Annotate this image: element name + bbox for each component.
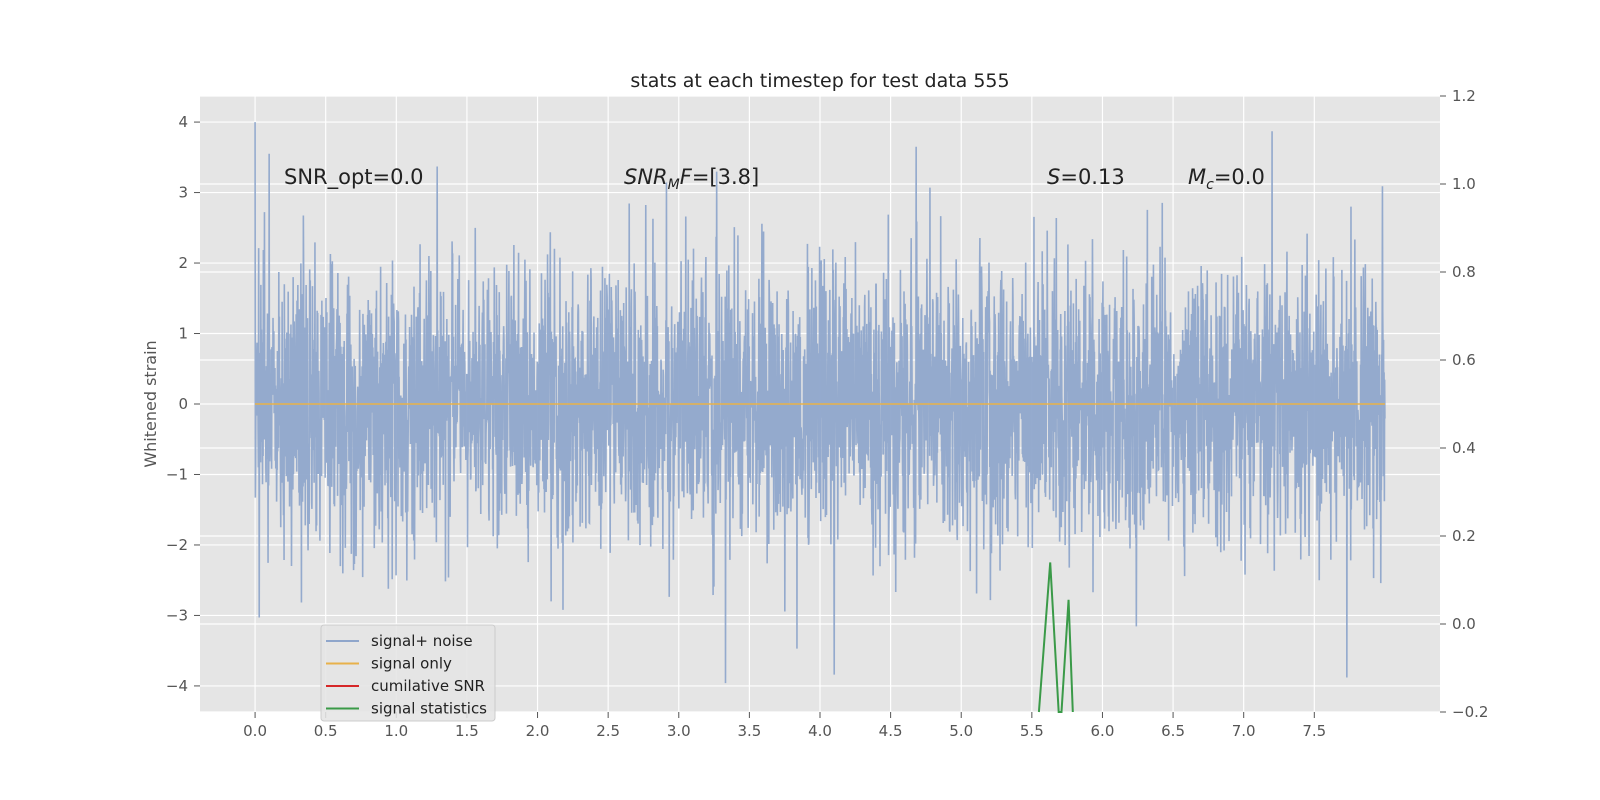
annotation-mc: Mc=0.0 (1188, 165, 1265, 193)
series-signal-statistics (1037, 562, 1074, 713)
y-right-tick-label: 0.6 (1452, 351, 1476, 369)
y-left-tick-label: −3 (166, 606, 188, 624)
legend-label: cumilative SNR (371, 677, 485, 695)
x-tick-label: 0.0 (243, 722, 267, 740)
y-left-tick-label: −2 (166, 536, 188, 554)
y-left-tick-label: −4 (166, 677, 188, 695)
snr-mf-f: F (680, 165, 693, 189)
x-tick-label: 6.5 (1161, 722, 1185, 740)
legend-label: signal statistics (371, 700, 487, 718)
y-left-tick-label: 3 (178, 184, 188, 202)
s-symbol: S (1047, 165, 1060, 189)
y-left-tick-label: 1 (178, 325, 188, 343)
annotation-s: S=0.13 (1047, 165, 1125, 189)
x-tick-label: 4.0 (808, 722, 832, 740)
x-tick-label: 2.0 (526, 722, 550, 740)
y-right-tick-label: 0.2 (1452, 527, 1476, 545)
x-axis-ticks: 0.0 0.5 1.0 1.5 2.0 2.5 3.0 3.5 4.0 4.5 5.0 5.5 6.0 6… (243, 712, 1326, 740)
snr-mf-subscript: M (668, 177, 680, 193)
y-right-tick-label: 0.8 (1452, 263, 1476, 281)
line-signal-statistics (1037, 562, 1074, 713)
x-tick-label: 1.0 (384, 722, 408, 740)
x-tick-label: 0.5 (314, 722, 338, 740)
y-right-tick-label: 1.2 (1452, 87, 1476, 105)
line-signal-noise (254, 122, 1386, 684)
series-signal-noise (254, 122, 1386, 684)
x-tick-label: 3.5 (737, 722, 761, 740)
y-left-tick-label: 0 (178, 395, 188, 413)
y-axis-label: Whitened strain (141, 340, 160, 467)
y-right-tick-label: −0.2 (1452, 703, 1488, 721)
y-right-tick-label: 0.0 (1452, 615, 1476, 633)
annotation-snr-opt: SNR_opt=0.0 (284, 165, 424, 190)
mc-main: M (1188, 165, 1206, 189)
y-left-tick-label: 4 (178, 113, 188, 131)
legend: signal+ noise signal only cumilative SNR si… (320, 624, 496, 722)
x-tick-label: 1.5 (455, 722, 479, 740)
x-tick-label: 3.0 (667, 722, 691, 740)
legend-items: signal+ noise signal only cumilative SNR si… (326, 632, 487, 718)
y-left-tick-label: −1 (166, 465, 188, 483)
x-tick-label: 5.5 (1020, 722, 1044, 740)
y-right-tick-label: 1.0 (1452, 175, 1476, 193)
snr-mf-value: =[3.8] (692, 165, 759, 189)
x-tick-label: 7.0 (1232, 722, 1256, 740)
mc-value: =0.0 (1214, 165, 1265, 189)
y-axis-right-ticks: 1.2 1.0 0.8 0.6 0.4 0.2 0.0 −0.2 (1440, 87, 1488, 721)
x-tick-label: 4.5 (879, 722, 903, 740)
y-left-tick-label: 2 (178, 254, 188, 272)
legend-label: signal only (371, 655, 452, 673)
s-value: =0.13 (1060, 165, 1124, 189)
x-tick-label: 6.0 (1091, 722, 1115, 740)
mc-subscript: c (1206, 177, 1214, 193)
legend-box (320, 624, 496, 722)
x-tick-label: 5.0 (949, 722, 973, 740)
annotation-snr-mf: SNRMF=[3.8] (624, 165, 759, 193)
snr-mf-main: SNR (624, 165, 668, 189)
y-right-tick-label: 0.4 (1452, 439, 1476, 457)
x-tick-label: 2.5 (596, 722, 620, 740)
y-axis-left-ticks: 4 3 2 1 0 −1 −2 −3 −4 (166, 113, 200, 695)
legend-label: signal+ noise (371, 632, 473, 650)
x-tick-label: 7.5 (1302, 722, 1326, 740)
chart-title: stats at each timestep for test data 555 (630, 70, 1009, 92)
